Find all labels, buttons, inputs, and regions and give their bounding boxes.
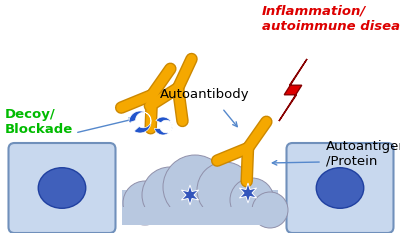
Polygon shape: [279, 59, 307, 121]
FancyBboxPatch shape: [8, 143, 116, 233]
Text: Decoy/
Blockade: Decoy/ Blockade: [5, 108, 73, 136]
Polygon shape: [239, 183, 257, 203]
Ellipse shape: [123, 181, 167, 225]
Polygon shape: [129, 111, 151, 133]
Ellipse shape: [230, 178, 274, 222]
Ellipse shape: [197, 162, 253, 218]
Ellipse shape: [142, 167, 198, 223]
Bar: [122, 207, 278, 225]
Polygon shape: [181, 185, 199, 205]
Text: Inflammation/
autoimmune disease: Inflammation/ autoimmune disease: [262, 5, 400, 33]
Ellipse shape: [38, 168, 86, 208]
Ellipse shape: [316, 168, 364, 208]
Text: Autoantibody: Autoantibody: [160, 88, 250, 101]
Ellipse shape: [252, 192, 288, 228]
FancyBboxPatch shape: [286, 143, 394, 233]
Polygon shape: [154, 117, 172, 135]
Bar: [122, 190, 278, 220]
Ellipse shape: [163, 155, 227, 219]
Text: Autoantigen
/Protein: Autoantigen /Protein: [326, 140, 400, 168]
